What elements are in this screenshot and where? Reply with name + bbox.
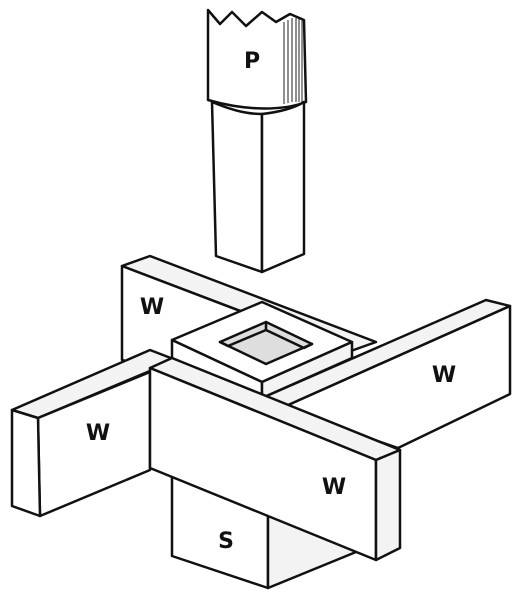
wall-left-end (10, 408, 42, 518)
wall-left: W (10, 348, 178, 518)
punch-shading (283, 18, 303, 104)
punch-square-front (210, 100, 264, 274)
punch-label: P (244, 49, 260, 74)
support-label: S (218, 529, 234, 554)
wall-front: W (148, 356, 402, 562)
wall-back-left-label: W (140, 295, 164, 320)
punch: P (206, 8, 308, 274)
punch-square-side (260, 100, 306, 274)
wall-right: W (260, 298, 512, 450)
die-block (170, 300, 354, 400)
wall-left-label: W (86, 421, 110, 446)
wall-right-label: W (432, 363, 456, 388)
wall-front-label: W (322, 475, 346, 500)
punch-round-shaft (206, 8, 308, 110)
wall-front-end (374, 448, 402, 562)
